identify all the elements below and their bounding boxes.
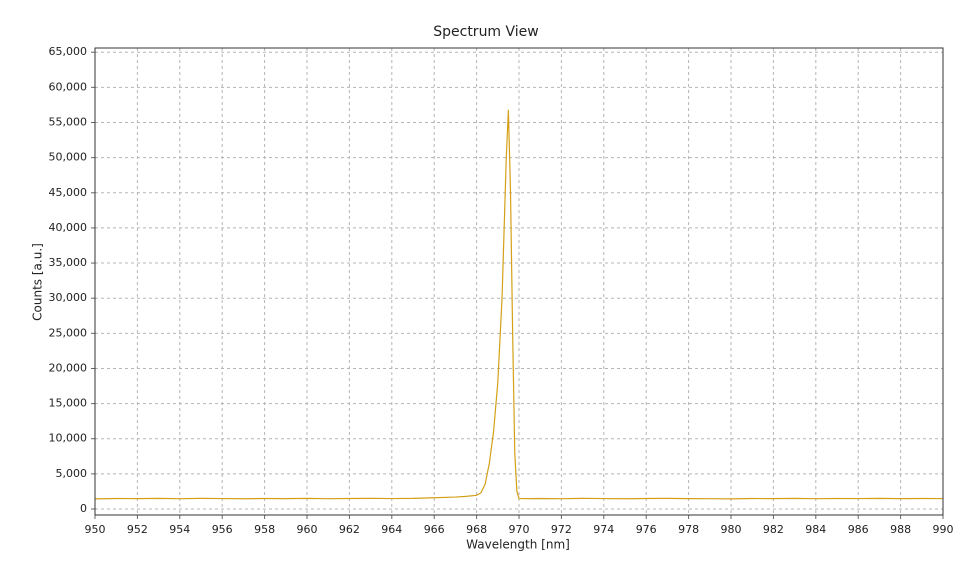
y-tick-label: 30,000 [49,291,88,304]
x-tick-label: 960 [297,523,318,536]
x-tick-label: 966 [424,523,445,536]
x-tick-label: 950 [85,523,106,536]
y-tick-label: 55,000 [49,115,88,128]
plot-border [94,47,944,516]
x-axis-label: Wavelength [nm] [466,538,570,552]
x-tick-label: 958 [254,523,275,536]
y-tick-label: 15,000 [49,397,88,410]
x-tick-label: 990 [933,523,954,536]
x-tick-label: 984 [805,523,826,536]
y-axis-label: Counts [a.u.] [31,243,45,321]
chart-title: Spectrum View [433,24,539,40]
y-tick-label: 45,000 [49,186,88,199]
x-tick-label: 956 [212,523,233,536]
y-tick-label: 60,000 [49,80,88,93]
y-tick-label: 10,000 [49,432,88,445]
x-tick-label: 986 [848,523,869,536]
x-tick-label: 978 [678,523,699,536]
y-tick-label: 35,000 [49,256,88,269]
y-tick-label: 5,000 [56,467,88,480]
y-tick-label: 40,000 [49,221,88,234]
x-tick-label: 988 [890,523,911,536]
x-tick-label: 972 [551,523,572,536]
x-tick-label: 982 [763,523,784,536]
spectrum-line [94,109,944,500]
x-tick-label: 976 [636,523,657,536]
x-tick-label: 974 [593,523,614,536]
x-tick-label: 968 [466,523,487,536]
y-tick-label: 65,000 [49,45,88,58]
y-tick-label: 25,000 [49,326,88,339]
x-tick-label: 980 [721,523,742,536]
y-tick-label: 50,000 [49,151,88,164]
plot-area [95,48,943,515]
x-tick-label: 964 [381,523,402,536]
x-tick-label: 954 [169,523,190,536]
y-tick-label: 0 [80,502,87,515]
x-tick-label: 970 [509,523,530,536]
x-tick-label: 952 [127,523,148,536]
y-tick-label: 20,000 [49,361,88,374]
x-tick-label: 962 [339,523,360,536]
